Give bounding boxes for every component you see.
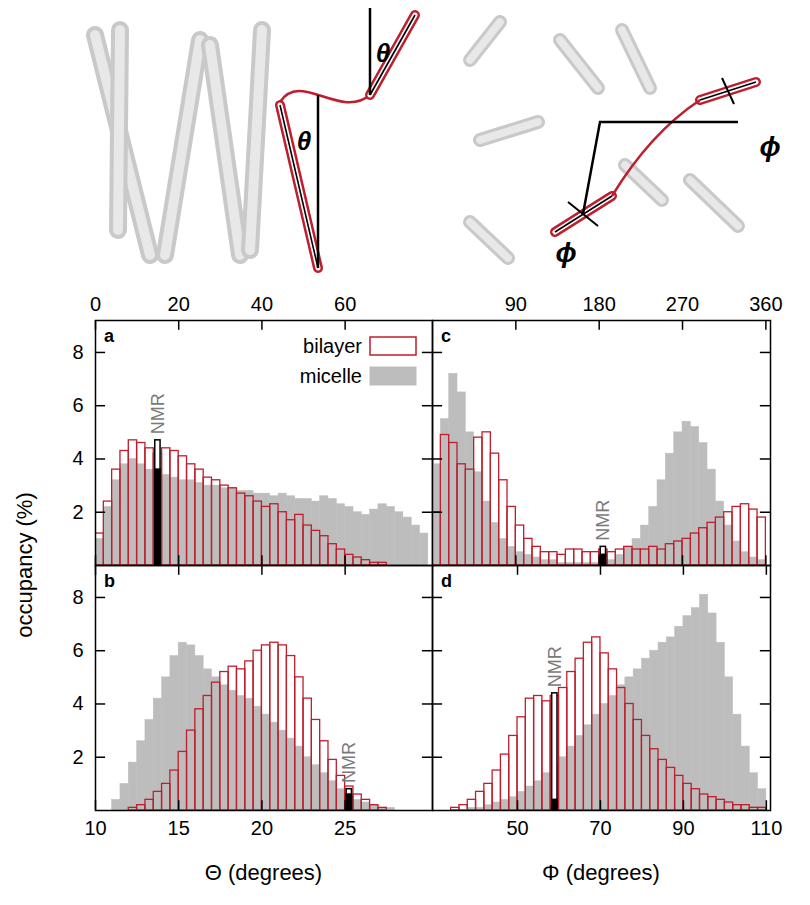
svg-text:90: 90 <box>672 817 694 839</box>
svg-text:2: 2 <box>72 746 83 768</box>
svg-text:70: 70 <box>589 817 611 839</box>
svg-text:110: 110 <box>750 817 782 839</box>
svg-text:NMR: NMR <box>339 742 359 783</box>
svg-text:Θ (degrees): Θ (degrees) <box>205 860 322 885</box>
svg-text:θ: θ <box>297 126 312 156</box>
svg-text:4: 4 <box>72 447 83 469</box>
svg-text:occupancy (%): occupancy (%) <box>12 492 37 638</box>
svg-text:ϕ: ϕ <box>555 237 576 268</box>
svg-text:20: 20 <box>168 293 190 315</box>
svg-text:micelle: micelle <box>300 365 362 387</box>
svg-text:15: 15 <box>168 817 190 839</box>
svg-text:50: 50 <box>506 817 528 839</box>
svg-text:8: 8 <box>72 341 83 363</box>
svg-text:25: 25 <box>334 817 356 839</box>
svg-text:bilayer: bilayer <box>303 335 362 357</box>
svg-text:b: b <box>104 571 115 591</box>
svg-text:8: 8 <box>72 586 83 608</box>
svg-text:NMR: NMR <box>545 646 565 687</box>
svg-text:NMR: NMR <box>148 393 168 434</box>
svg-text:180: 180 <box>582 293 615 315</box>
svg-text:20: 20 <box>251 817 273 839</box>
svg-text:10: 10 <box>84 817 106 839</box>
svg-text:360: 360 <box>749 293 782 315</box>
svg-text:0: 0 <box>90 293 101 315</box>
svg-text:NMR: NMR <box>593 500 613 541</box>
svg-text:90: 90 <box>505 293 527 315</box>
svg-text:2: 2 <box>72 501 83 523</box>
svg-text:4: 4 <box>72 692 83 714</box>
svg-text:270: 270 <box>666 293 699 315</box>
svg-text:d: d <box>441 571 452 591</box>
svg-text:c: c <box>441 326 451 346</box>
svg-text:a: a <box>104 326 115 346</box>
svg-text:6: 6 <box>72 394 83 416</box>
svg-text:60: 60 <box>334 293 356 315</box>
svg-text:ϕ: ϕ <box>759 131 780 162</box>
svg-text:40: 40 <box>251 293 273 315</box>
svg-text:6: 6 <box>72 639 83 661</box>
svg-text:θ: θ <box>376 38 391 68</box>
svg-text:Φ (degrees): Φ (degrees) <box>542 860 660 885</box>
